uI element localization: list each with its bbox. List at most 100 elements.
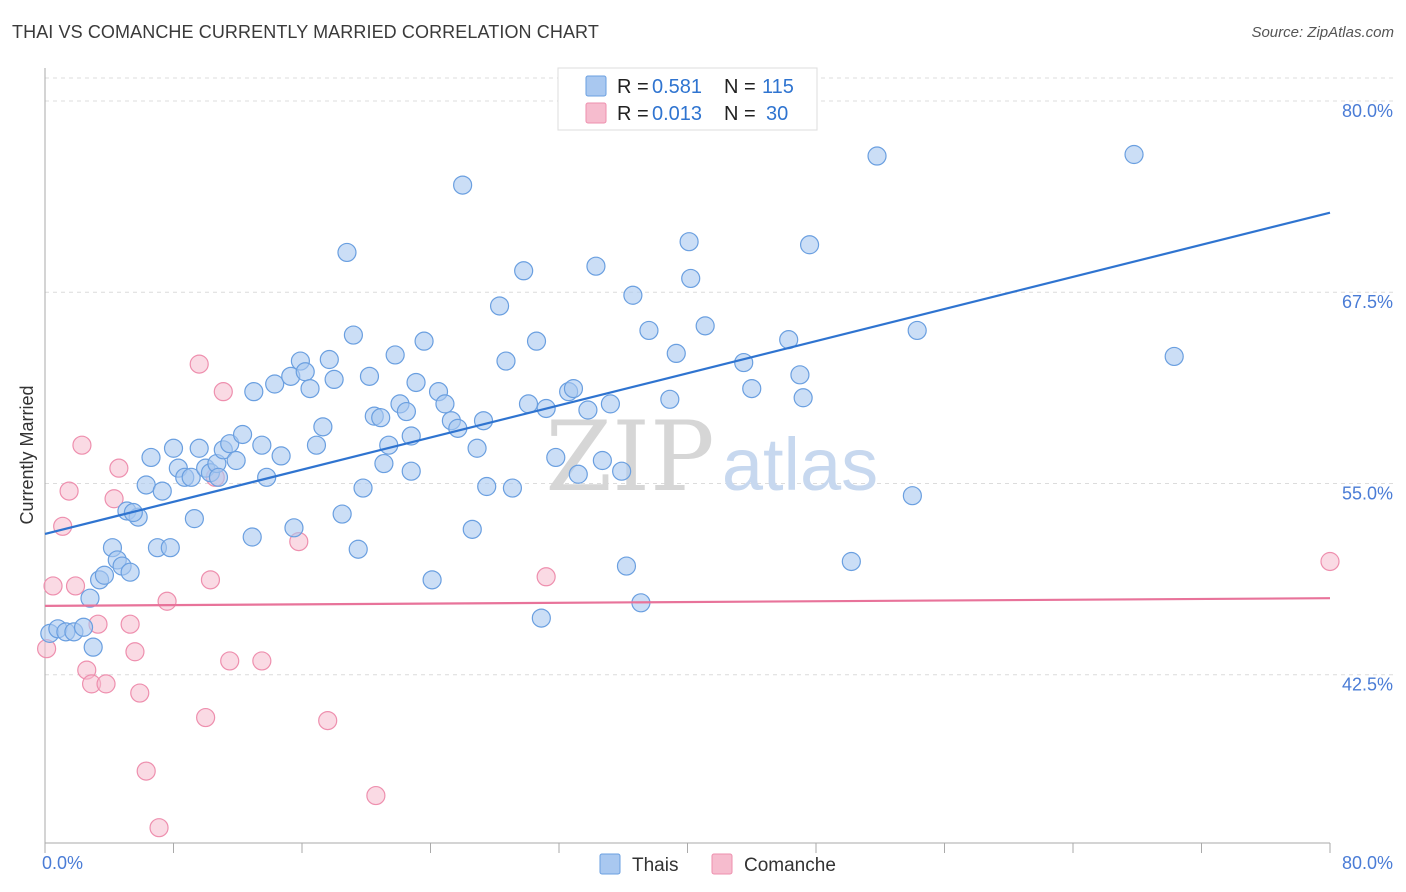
thais-point: [639, 320, 659, 341]
thais-point: [616, 556, 637, 576]
thais-point: [907, 320, 927, 341]
thais-point: [660, 389, 680, 409]
thais-point: [1164, 346, 1184, 367]
thais-point: [406, 372, 426, 393]
legend-comanche-swatch: [585, 102, 607, 124]
thais-point: [252, 435, 272, 455]
legend-comanche-n-label: N =: [724, 103, 756, 125]
thais-points: [40, 144, 1184, 657]
thais-point: [531, 608, 551, 628]
thais-point: [742, 378, 762, 399]
legend-top: R = 0.581 N = 115 R = 0.013 N = 30: [557, 67, 818, 131]
legend-thais-r-value: 0.581: [652, 76, 702, 98]
thais-point: [265, 374, 285, 394]
x-tick-label-max: 80.0%: [1342, 853, 1393, 873]
legend-comanche-r-value: 0.013: [652, 103, 702, 125]
thais-point: [453, 175, 473, 195]
thais-point: [371, 408, 391, 428]
thais-point: [319, 349, 339, 370]
thais-point: [435, 394, 455, 414]
thais-point: [799, 235, 820, 255]
comanche-point: [213, 382, 233, 402]
comanche-point: [59, 481, 79, 501]
comanche-point: [252, 651, 272, 671]
thais-point: [300, 378, 320, 399]
thais-point: [295, 362, 315, 382]
legend-bottom-comanche-swatch: [711, 853, 733, 875]
legend-bottom: Thais Comanche: [599, 853, 836, 876]
comanche-point: [157, 591, 177, 611]
thais-point: [232, 424, 253, 445]
thais-point: [385, 345, 405, 365]
thais-point: [379, 435, 399, 455]
legend-comanche-n-value: 30: [766, 103, 788, 125]
y-tick-label: 55.0%: [1342, 483, 1393, 503]
thais-point: [324, 369, 344, 390]
thais-point: [271, 446, 291, 466]
comanche-point: [65, 576, 86, 596]
thais-point: [189, 438, 209, 458]
comanche-point: [120, 614, 140, 634]
comanche-point: [125, 642, 145, 662]
thais-point: [306, 435, 327, 455]
thais-point: [867, 146, 887, 166]
y-tick-label: 67.5%: [1342, 292, 1393, 312]
thais-point: [695, 316, 715, 336]
comanche-point: [53, 516, 73, 536]
thais-point: [679, 232, 699, 252]
thais-point: [612, 461, 632, 481]
legend-thais-swatch: [585, 75, 607, 97]
thais-point: [184, 509, 204, 529]
trend-lines: [44, 211, 1331, 607]
legend-bottom-comanche-label: Comanche: [744, 855, 836, 876]
legend-comanche-r-label: R =: [617, 103, 649, 125]
thais-point: [284, 518, 304, 538]
thais-point: [518, 394, 539, 414]
thais-point: [546, 447, 566, 468]
thais-point: [80, 588, 100, 608]
thais-point: [160, 538, 180, 558]
thais-point: [681, 268, 701, 289]
watermark-atlas: atlas: [722, 423, 878, 506]
legend-thais-r-label: R =: [617, 76, 649, 98]
comanche-trend-line: [44, 597, 1331, 607]
comanche-point: [220, 651, 240, 671]
thais-point: [467, 438, 487, 458]
thais-point: [401, 461, 421, 481]
thais-point: [120, 562, 140, 582]
thais-point: [422, 570, 442, 590]
thais-point: [793, 388, 813, 408]
legend-thais-n-label: N =: [724, 76, 756, 98]
thais-point: [1124, 144, 1144, 165]
thais-point: [208, 467, 229, 487]
thais-point: [489, 296, 510, 316]
thais-point: [396, 401, 417, 422]
thais-point: [83, 637, 103, 657]
thais-point: [353, 478, 373, 498]
tick-labels: 42.5% 55.0% 67.5% 80.0% 0.0% 80.0%: [42, 101, 1393, 873]
watermark: ZIP atlas: [545, 401, 878, 513]
comanche-point: [130, 683, 150, 703]
thais-point: [623, 285, 643, 305]
legend-bottom-thais-swatch: [599, 853, 621, 875]
comanche-points: [37, 354, 1340, 838]
comanche-point: [136, 761, 156, 781]
thais-point: [73, 617, 94, 637]
thais-point: [359, 366, 380, 386]
comanche-point: [1320, 551, 1340, 572]
thais-point: [473, 411, 494, 431]
comanche-point: [43, 576, 63, 596]
thais-point: [578, 400, 598, 420]
thais-point: [666, 343, 686, 363]
thais-point: [514, 261, 534, 281]
axes: [44, 68, 1331, 853]
comanche-point: [189, 354, 209, 374]
thais-point: [902, 486, 922, 506]
thais-point: [374, 453, 394, 474]
gridlines: [45, 77, 1395, 676]
source-credit: Source: ZipAtlas.com: [1251, 24, 1394, 41]
thais-point: [332, 504, 352, 524]
comanche-point: [72, 435, 92, 455]
comanche-point: [318, 710, 338, 731]
